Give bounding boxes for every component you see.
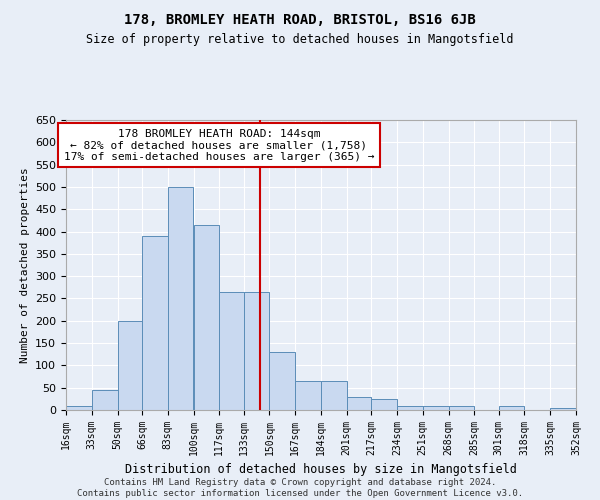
X-axis label: Distribution of detached houses by size in Mangotsfield: Distribution of detached houses by size …	[125, 464, 517, 476]
Bar	[269, 352, 295, 410]
Bar	[321, 381, 347, 410]
Text: Contains HM Land Registry data © Crown copyright and database right 2024.
Contai: Contains HM Land Registry data © Crown c…	[77, 478, 523, 498]
Bar	[193, 225, 220, 410]
Bar	[347, 396, 371, 410]
Bar	[220, 292, 244, 410]
Bar	[499, 406, 524, 410]
Bar	[142, 236, 167, 410]
Bar	[66, 406, 92, 410]
Bar	[550, 408, 576, 410]
Y-axis label: Number of detached properties: Number of detached properties	[20, 167, 29, 363]
Bar	[118, 321, 142, 410]
Bar	[397, 406, 422, 410]
Bar	[295, 381, 321, 410]
Bar	[371, 399, 397, 410]
Bar	[167, 187, 193, 410]
Bar	[449, 406, 475, 410]
Bar	[92, 390, 118, 410]
Text: Size of property relative to detached houses in Mangotsfield: Size of property relative to detached ho…	[86, 32, 514, 46]
Bar	[422, 406, 449, 410]
Text: 178, BROMLEY HEATH ROAD, BRISTOL, BS16 6JB: 178, BROMLEY HEATH ROAD, BRISTOL, BS16 6…	[124, 12, 476, 26]
Bar	[244, 292, 269, 410]
Text: 178 BROMLEY HEATH ROAD: 144sqm
← 82% of detached houses are smaller (1,758)
17% : 178 BROMLEY HEATH ROAD: 144sqm ← 82% of …	[64, 128, 374, 162]
